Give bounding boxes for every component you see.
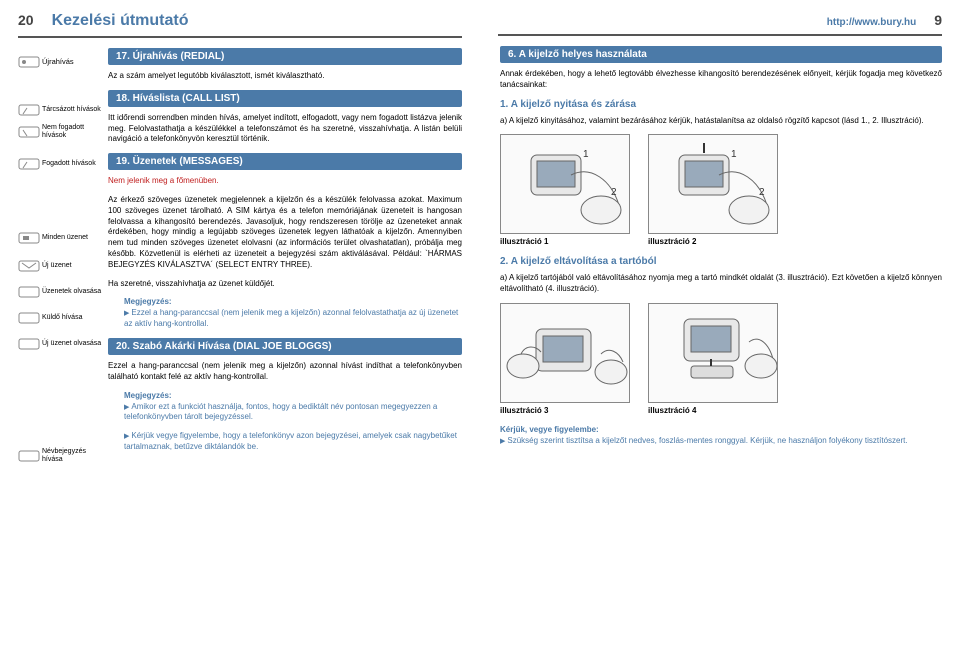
device-illustration-icon bbox=[649, 304, 778, 403]
menu-icon bbox=[18, 336, 40, 352]
side-dial-name: Névbejegyzés hívása bbox=[18, 448, 102, 464]
sec17-head: 17. Újrahívás (REDIAL) bbox=[108, 48, 462, 65]
title-left: Kezelési útmutató bbox=[52, 12, 189, 30]
right-header: http://www.bury.hu 9 bbox=[498, 12, 942, 36]
illu3-cap: illusztráció 3 bbox=[500, 406, 630, 415]
note-text-inner: Ezzel a hang-paranccsal (nem jelenik meg… bbox=[124, 308, 458, 328]
device-illustration-icon: 1 2 bbox=[501, 135, 630, 234]
menu-icon bbox=[18, 156, 40, 172]
menu-icon bbox=[18, 230, 40, 246]
sec20-note-head: Megjegyzés: bbox=[124, 391, 462, 400]
menu-icon bbox=[18, 310, 40, 326]
left-content: Újrahívás Tárcsázott hívások Nem fogadot… bbox=[18, 48, 462, 470]
page-right: http://www.bury.hu 9 6. A kijelző helyes… bbox=[480, 0, 960, 656]
note2-body: Szükség szerint tisztítsa a kijelzőt ned… bbox=[500, 436, 942, 447]
sub1-body: a) A kijelző kinyitásához, valamint bezá… bbox=[500, 116, 942, 127]
side-label: Küldő hívása bbox=[42, 314, 82, 322]
sec20-head: 20. Szabó Akárki Hívása (DIAL JOE BLOGGS… bbox=[108, 338, 462, 355]
sec17-body: Az a szám amelyet legutóbb kiválasztott,… bbox=[108, 71, 462, 82]
side-read-messages: Üzenetek olvasása bbox=[18, 284, 102, 300]
side-missed: Nem fogadott hívások bbox=[18, 124, 102, 140]
note-text-inner: Amikor ezt a funkciót használja, fontos,… bbox=[124, 402, 437, 422]
side-label: Új üzenet olvasása bbox=[42, 340, 101, 348]
right-content: 6. A kijelző helyes használata Annak érd… bbox=[498, 46, 942, 447]
sec19-body2: Ha szeretné, visszahívhatja az üzenet kü… bbox=[108, 279, 462, 290]
sub2-head: 2. A kijelző eltávolítása a tartóból bbox=[500, 256, 942, 267]
sec18-body: Itt időrendi sorrendben minden hívás, am… bbox=[108, 113, 462, 145]
sec19-body1: Az érkező szöveges üzenetek megjelennek … bbox=[108, 195, 462, 271]
menu-icon bbox=[18, 448, 40, 464]
svg-text:2: 2 bbox=[611, 187, 617, 198]
side-label: Újrahívás bbox=[42, 58, 74, 66]
side-label: Fogadott hívások bbox=[42, 160, 96, 168]
main-col-left: 17. Újrahívás (REDIAL) Az a szám amelyet… bbox=[102, 48, 462, 470]
side-label: Nem fogadott hívások bbox=[42, 124, 102, 139]
menu-icon bbox=[18, 258, 40, 274]
sec19-note-head: Megjegyzés: bbox=[124, 297, 462, 306]
sec19-head: 19. Üzenetek (MESSAGES) bbox=[108, 153, 462, 170]
sub2-body: a) A kijelző tartójából való eltávolítás… bbox=[500, 273, 942, 295]
sub1-head: 1. A kijelző nyitása és zárása bbox=[500, 99, 942, 110]
illu-row-1: 1 2 illusztráció 1 1 bbox=[500, 134, 942, 246]
side-read-new: Új üzenet olvasása bbox=[18, 336, 102, 352]
url: http://www.bury.hu bbox=[498, 17, 916, 28]
page-left: 20 Kezelési útmutató Újrahívás Tárcsázot… bbox=[0, 0, 480, 656]
menu-icon bbox=[18, 102, 40, 118]
sec6-head: 6. A kijelző helyes használata bbox=[500, 46, 942, 63]
svg-text:2: 2 bbox=[759, 187, 765, 198]
illu4: illusztráció 4 bbox=[648, 303, 778, 415]
side-received: Fogadott hívások bbox=[18, 156, 102, 172]
side-label: Névbejegyzés hívása bbox=[42, 448, 102, 463]
illu2-cap: illusztráció 2 bbox=[648, 237, 778, 246]
sec20-note2: Kérjük vegye figyelembe, hogy a telefonk… bbox=[124, 431, 462, 453]
illu1: 1 2 illusztráció 1 bbox=[500, 134, 630, 246]
note2-head: Kérjük, vegye figyelembe: bbox=[500, 425, 942, 434]
page-num-right: 9 bbox=[934, 12, 942, 28]
illu4-box bbox=[648, 303, 778, 403]
sec20-body: Ezzel a hang-paranccsal (nem jelenik meg… bbox=[108, 361, 462, 383]
side-label: Új üzenet bbox=[42, 262, 72, 270]
side-all-messages: Minden üzenet bbox=[18, 230, 102, 246]
side-new-message: Új üzenet bbox=[18, 258, 102, 274]
svg-text:1: 1 bbox=[731, 149, 737, 160]
svg-text:1: 1 bbox=[583, 149, 589, 160]
side-dialed: Tárcsázott hívások bbox=[18, 102, 102, 118]
sec19-note: Ezzel a hang-paranccsal (nem jelenik meg… bbox=[124, 308, 462, 330]
device-illustration-icon: 1 2 bbox=[649, 135, 778, 234]
left-header: 20 Kezelési útmutató bbox=[18, 12, 462, 38]
illu2: 1 2 illusztráció 2 bbox=[648, 134, 778, 246]
sec20-note1: Amikor ezt a funkciót használja, fontos,… bbox=[124, 402, 462, 424]
side-redial: Újrahívás bbox=[18, 54, 102, 70]
menu-icon bbox=[18, 54, 40, 70]
side-call-sender: Küldő hívása bbox=[18, 310, 102, 326]
sec19-sub: Nem jelenik meg a főmenüben. bbox=[108, 176, 462, 187]
illu4-cap: illusztráció 4 bbox=[648, 406, 778, 415]
illu-row-2: illusztráció 3 illusztráció 4 bbox=[500, 303, 942, 415]
side-label: Minden üzenet bbox=[42, 234, 88, 242]
illu3-box bbox=[500, 303, 630, 403]
sec18-head: 18. Híváslista (CALL LIST) bbox=[108, 90, 462, 107]
sec6-body: Annak érdekében, hogy a lehető legtovább… bbox=[500, 69, 942, 91]
note-text-inner: Kérjük vegye figyelembe, hogy a telefonk… bbox=[124, 431, 457, 451]
menu-icon bbox=[18, 124, 40, 140]
page-num-left: 20 bbox=[18, 12, 34, 28]
side-label: Üzenetek olvasása bbox=[42, 288, 101, 296]
illu1-box: 1 2 bbox=[500, 134, 630, 234]
illu1-cap: illusztráció 1 bbox=[500, 237, 630, 246]
menu-icon bbox=[18, 284, 40, 300]
illu2-box: 1 2 bbox=[648, 134, 778, 234]
device-illustration-icon bbox=[501, 304, 630, 403]
note-text-inner: Szükség szerint tisztítsa a kijelzőt ned… bbox=[507, 436, 907, 445]
side-label: Tárcsázott hívások bbox=[42, 106, 101, 114]
illu3: illusztráció 3 bbox=[500, 303, 630, 415]
sidebar: Újrahívás Tárcsázott hívások Nem fogadot… bbox=[18, 48, 102, 470]
